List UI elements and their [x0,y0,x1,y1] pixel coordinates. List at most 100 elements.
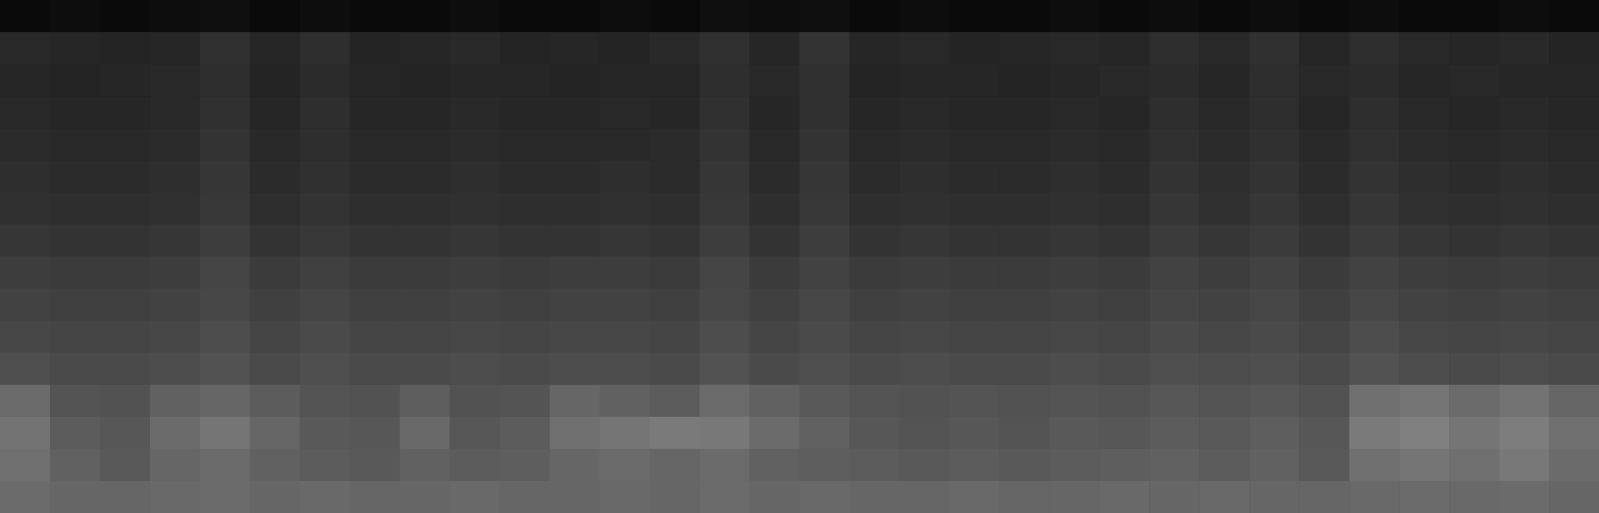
cell [250,0,301,33]
cell [1399,321,1450,354]
cell [1249,0,1300,33]
cell [1099,449,1150,482]
cell [450,353,501,386]
cell [1099,481,1150,513]
cell [300,481,351,513]
cell [849,481,900,513]
cell [800,481,851,513]
cell [1549,128,1599,161]
cell [650,481,701,513]
cell [1149,0,1200,33]
cell [899,224,950,257]
cell [350,289,401,322]
cell [949,128,1000,161]
cell [1149,64,1200,97]
cell [400,128,451,161]
cell [1099,0,1150,33]
cell [0,481,51,513]
cell [700,257,751,290]
cell [1299,192,1350,225]
cell [400,417,451,450]
cell [1149,289,1200,322]
cell [1149,96,1200,129]
cell [600,128,651,161]
cell [100,160,151,193]
cell [1549,224,1599,257]
cell [1049,128,1100,161]
cell [650,353,701,386]
cell [100,481,151,513]
cell [1249,449,1300,482]
cell [50,128,101,161]
cell [899,385,950,418]
cell [250,192,301,225]
cell [450,96,501,129]
cell [1099,385,1150,418]
cell [550,224,601,257]
cell [100,289,151,322]
cell [1099,128,1150,161]
cell [400,64,451,97]
cell [350,192,401,225]
cell [1099,257,1150,290]
cell [150,128,201,161]
cell [949,224,1000,257]
cell [500,160,551,193]
cell [150,289,201,322]
cell [1449,192,1500,225]
cell [1149,449,1200,482]
cell [1049,321,1100,354]
cell [150,160,201,193]
cell [1149,481,1200,513]
cell [999,449,1050,482]
cell [1449,449,1500,482]
cell [1149,128,1200,161]
cell [200,449,251,482]
cell [0,0,51,33]
cell [1549,417,1599,450]
cell [550,160,601,193]
cell [300,257,351,290]
cell [800,0,851,33]
cell [600,289,651,322]
cell [500,128,551,161]
cell [1249,353,1300,386]
cell [300,96,351,129]
cell [100,449,151,482]
cell [300,32,351,65]
cell [700,128,751,161]
cell [1349,64,1400,97]
cell [600,192,651,225]
cell [849,289,900,322]
cell [550,481,601,513]
cell [450,417,501,450]
cell [600,257,651,290]
cell [1199,417,1250,450]
cell [1049,385,1100,418]
cell [1199,64,1250,97]
cell [200,257,251,290]
cell [400,353,451,386]
cell [849,128,900,161]
cell [1199,0,1250,33]
cell [150,417,201,450]
cell [100,128,151,161]
cell [1349,385,1400,418]
cell [1249,321,1300,354]
cell [1349,289,1400,322]
cell [650,128,701,161]
cell [0,321,51,354]
cell [400,385,451,418]
cell [1249,64,1300,97]
cell [849,385,900,418]
cell [500,64,551,97]
cell [1299,64,1350,97]
cell [400,257,451,290]
cell [250,64,301,97]
cell [1399,449,1450,482]
cell [250,96,301,129]
cell [1299,128,1350,161]
cell [800,128,851,161]
cell [1349,353,1400,386]
cell [50,0,101,33]
